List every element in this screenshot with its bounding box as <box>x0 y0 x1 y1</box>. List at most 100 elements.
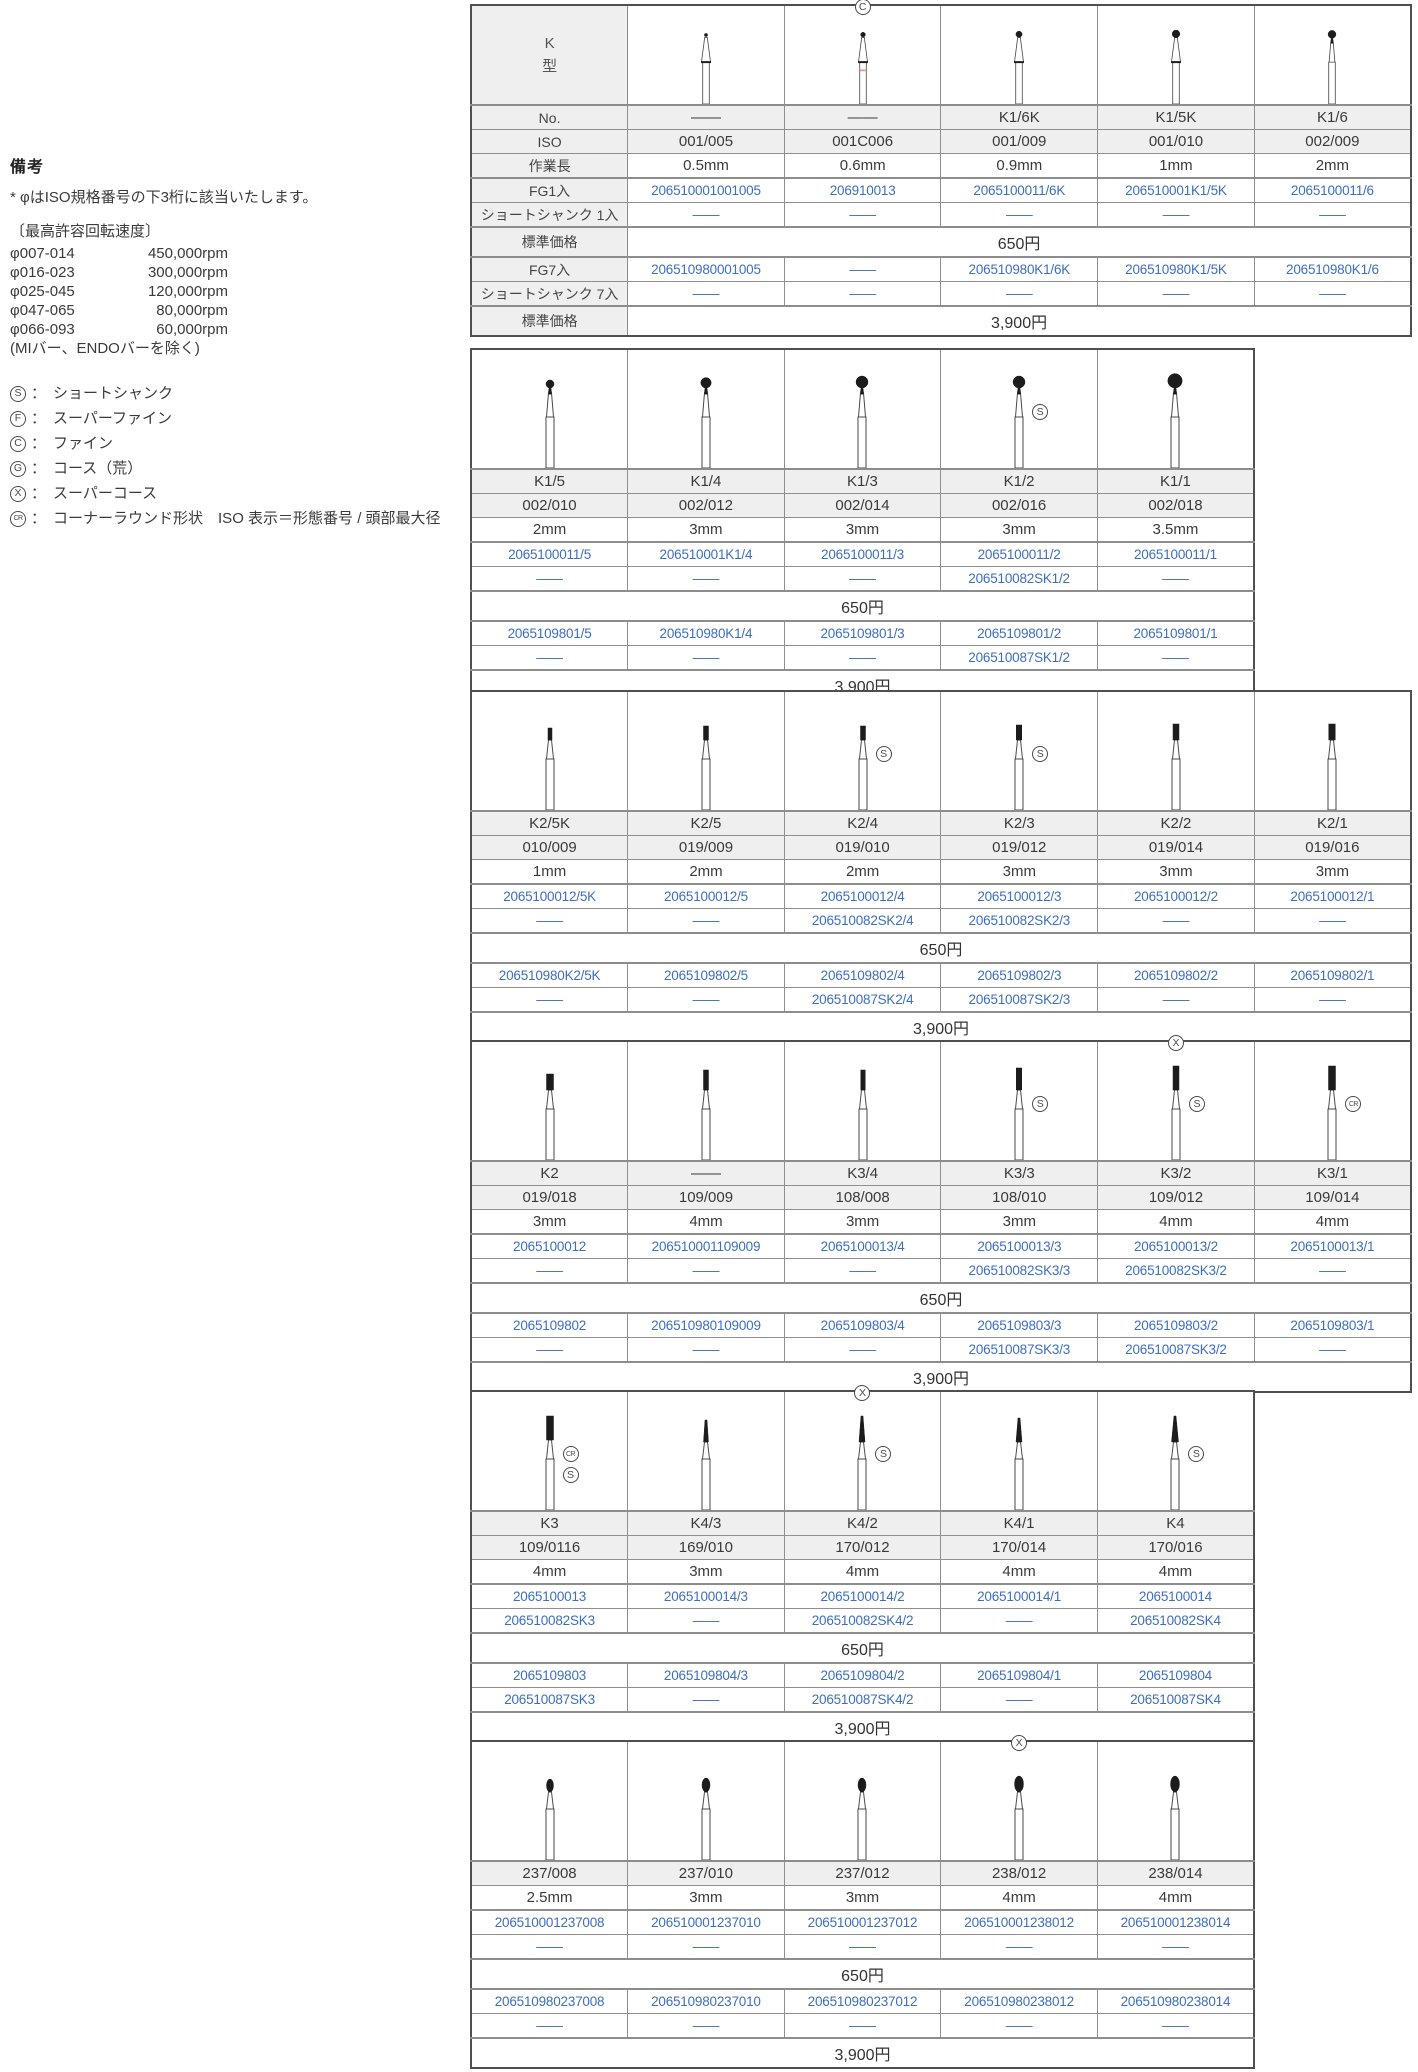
super-coarse-icon: X <box>1167 1035 1184 1051</box>
bur-cell <box>470 1040 629 1162</box>
working-length-cell: 3mm <box>627 517 785 543</box>
bur-illustration <box>785 1042 941 1160</box>
speed-rpm: 450,000rpm <box>147 244 228 262</box>
fg7-order-code-cell: 206510980K1/5K <box>1097 256 1255 282</box>
product-name-cell: K2/5 <box>627 810 785 836</box>
fg1-order-code-cell: 2065100014/3 <box>627 1583 785 1609</box>
short-shank-icon: S <box>1032 1096 1049 1112</box>
working-length-cell: 3mm <box>783 1885 942 1911</box>
short-shank1-order-code-cell: —— <box>1096 566 1255 592</box>
fg7-order-code-cell: 2065109804 <box>1096 1662 1255 1688</box>
fg1-order-code-cell: 206510001238012 <box>940 1909 1098 1935</box>
iso-number-cell: 019/018 <box>470 1185 629 1210</box>
product-table-6: X 237/008 237/010 237/012 238/012 238/014 2.5m… <box>470 1735 1255 2069</box>
fg7-order-code-cell: 2065109801/3 <box>783 620 942 646</box>
fg7-order-code-cell: 206510980109009 <box>627 1312 785 1338</box>
bur-illustration <box>472 692 627 810</box>
legend-label: ファイン <box>53 434 114 452</box>
fg7-order-code-cell: 206510980K2/5K <box>470 962 629 988</box>
row-label-cell: FG1入 <box>470 177 629 203</box>
coarse-icon: G <box>10 460 26 477</box>
iso-number-cell: 109/012 <box>1097 1185 1255 1210</box>
bur-cell <box>470 690 629 812</box>
iso-number-cell: 019/012 <box>940 835 1099 860</box>
bur-cell: C <box>783 0 942 106</box>
iso-number-cell: 170/016 <box>1096 1535 1255 1560</box>
working-length-cell: 3mm <box>940 1209 1099 1235</box>
short-shank1-order-code-cell: —— <box>627 1258 785 1284</box>
product-name-cell: K1/4 <box>627 468 785 494</box>
price-single-cell: 650円 <box>470 1958 1255 1990</box>
legend-colon: ： <box>31 434 47 452</box>
iso-number-cell: 237/010 <box>627 1860 785 1886</box>
product-table-4: S X S CR K2 —— K3/4 K3/3 K3/2 K3/1 019/018 109/009 1… <box>470 1035 1412 1393</box>
iso-number-cell: 001/010 <box>1097 129 1255 154</box>
max-speed-exception-note: (MIバー、ENDOバーを除く) <box>10 339 200 357</box>
bur-svg <box>1171 1065 1181 1160</box>
row-label-cell: FG7入 <box>470 256 629 282</box>
short-shank1-order-code-cell: 206510082SK3/3 <box>940 1258 1099 1284</box>
fg1-order-code-cell: 206910013 <box>783 177 942 203</box>
product-table-5: CR S X S S K3 K4/3 K4/2 K4/1 K4 109/0116 169/010 170… <box>470 1385 1255 1743</box>
short-shank1-order-code-cell: 206510082SK1/2 <box>940 566 1098 592</box>
bur-svg <box>545 379 555 468</box>
short-shank7-order-code-cell: —— <box>627 645 785 671</box>
speed-row-1: φ016-023 300,000rpm <box>10 263 228 282</box>
bur-svg <box>1328 30 1337 104</box>
product-name-cell: —— <box>783 104 942 130</box>
fine-icon: C <box>10 435 26 452</box>
speed-rpm: 60,000rpm <box>156 320 228 338</box>
fg1-order-code-cell: 2065100011/1 <box>1096 541 1255 567</box>
product-name-cell: K2 <box>470 1160 629 1186</box>
bur-svg <box>1170 1775 1181 1860</box>
bur-illustration <box>628 1392 784 1510</box>
fg1-order-code-cell: 2065100011/5 <box>470 541 629 567</box>
product-name-cell: K2/1 <box>1253 810 1412 836</box>
bur-svg <box>856 375 869 468</box>
bur-svg <box>1014 1775 1024 1860</box>
speed-range: φ007-014 <box>10 244 75 262</box>
bur-illustration: S <box>1098 1392 1253 1510</box>
row-label-cell: 標準価格 <box>470 226 629 258</box>
product-name-cell: K1/2 <box>940 468 1098 494</box>
working-length-cell: 4mm <box>940 1885 1098 1911</box>
bur-illustration: C <box>785 0 941 104</box>
short-shank7-order-code-cell: —— <box>470 645 629 671</box>
product-name-cell: K3/4 <box>783 1160 942 1186</box>
fg1-order-code-cell: 206510001001005 <box>627 177 785 203</box>
short-shank1-order-code-cell: —— <box>627 1934 785 1960</box>
bur-illustration <box>785 1742 941 1860</box>
bur-illustration <box>472 1742 627 1860</box>
legend-line-5: CR ： コーナーラウンド形状 ISO 表示＝形態番号 / 頭部最大径 <box>10 509 460 529</box>
iso-number-cell: 169/010 <box>627 1535 785 1560</box>
short-shank7-order-code-cell: 206510087SK2/4 <box>783 987 942 1013</box>
product-name-cell: K3 <box>470 1510 629 1536</box>
bur-illustration: S <box>941 692 1097 810</box>
iso-number-cell: 002/009 <box>1253 129 1412 154</box>
legend-line-4: X ： スーパーコース <box>10 484 460 504</box>
speed-row-2: φ025-045 120,000rpm <box>10 282 228 301</box>
fg7-order-code-cell: 206510980238014 <box>1096 1988 1255 2014</box>
iso-number-cell: 237/008 <box>470 1860 629 1886</box>
bur-illustration <box>472 350 627 468</box>
fg7-order-code-cell: 2065109802/4 <box>783 962 942 988</box>
fine-icon: C <box>854 0 871 15</box>
short-shank1-order-code-cell: 206510082SK4/2 <box>783 1608 942 1634</box>
max-speed-title: 〔最高許容回転速度〕 <box>10 223 161 241</box>
bur-cell: S <box>940 690 1099 812</box>
bur-svg <box>1171 723 1181 810</box>
short-shank7-order-code-cell: —— <box>1253 987 1412 1013</box>
bur-illustration <box>628 692 784 810</box>
working-length-cell: 3mm <box>627 1885 785 1911</box>
short-shank1-order-code-cell: 206510082SK2/4 <box>783 908 942 934</box>
fg7-order-code-cell: 2065109803/2 <box>1097 1312 1255 1338</box>
fg7-order-code-cell: 2065109801/1 <box>1096 620 1255 646</box>
short-shank1-order-code-cell: —— <box>627 1608 785 1634</box>
fg1-order-code-cell: 2065100013 <box>470 1583 629 1609</box>
fg1-order-code-cell: 2065100014/2 <box>783 1583 942 1609</box>
speed-row-4: φ066-093 60,000rpm <box>10 320 228 339</box>
super-coarse-icon: X <box>1011 1735 1028 1751</box>
fg1-order-code-cell: 206510001237010 <box>627 1909 785 1935</box>
bur-illustration <box>1098 692 1254 810</box>
